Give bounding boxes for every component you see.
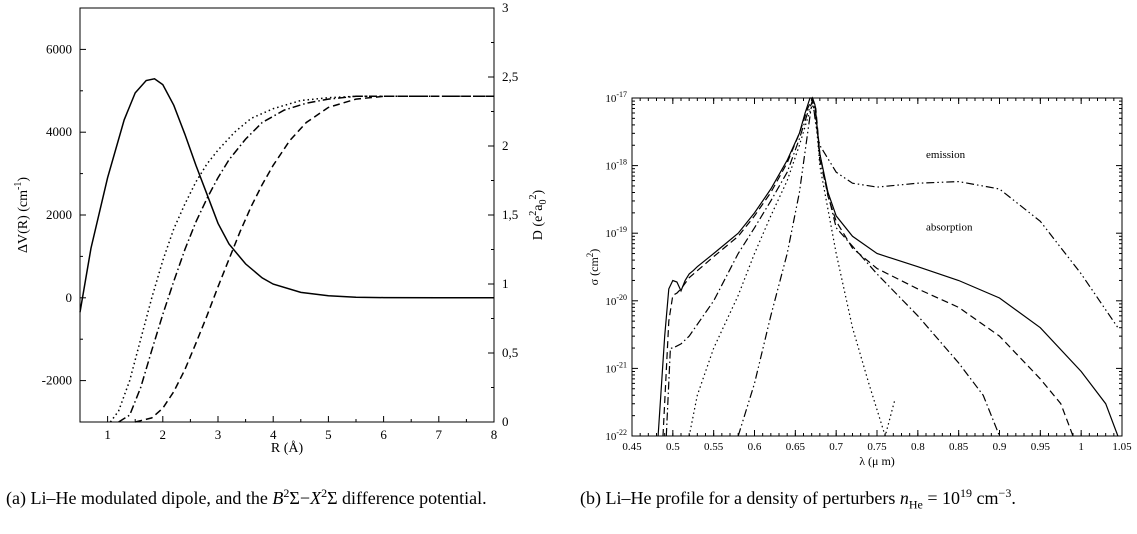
b-x-tick-label: 0.65	[786, 441, 806, 453]
b-annotation-absorption: absorption	[926, 221, 973, 233]
b-y-tick-label: 10-21	[605, 360, 627, 375]
b-series-dotted-line	[688, 102, 896, 439]
a-y2-tick-label: 1	[502, 276, 509, 291]
b-x-tick-label: 0.7	[829, 441, 843, 453]
panel-b-y-label: σ (cm2)	[585, 249, 601, 286]
b-x-tick-label: 1	[1078, 441, 1084, 453]
b-x-tick-label: 0.85	[949, 441, 969, 453]
b-annotation-emission: emission	[926, 149, 966, 161]
b-series-solid-line	[657, 97, 1119, 437]
a-series-dashed-line	[135, 95, 494, 423]
a-y2-tick-label: 2,5	[502, 69, 518, 84]
a-y2-tick-label: 0	[502, 414, 509, 429]
panel-a-y2-label: D (e2a02)	[528, 189, 549, 240]
panel-a-x-ticks: 1 2 3 4 5 6 7 8	[79, 416, 498, 442]
b-x-tick-label: 0.45	[622, 441, 642, 453]
a-x-tick-label: 7	[436, 427, 443, 442]
panel-a-x-label: R (Å)	[271, 440, 304, 456]
a-x-tick-label: 1	[104, 427, 111, 442]
panel-b-chart: 0.45 0.5 0.55 0.6 0.65 0.7 0.75 0.8 0.85 0.9 0.95 1…	[585, 90, 1132, 468]
a-x-tick-label: 3	[215, 427, 222, 442]
b-x-tick-label: 1.05	[1112, 441, 1132, 453]
b-y-tick-label: 10-17	[605, 90, 627, 105]
a-x-tick-label: 2	[160, 427, 167, 442]
panel-b-x-label: λ (μ m)	[859, 454, 895, 468]
a-series-solid-line	[79, 78, 494, 313]
panel-a-y2-ticks: 0 0,5 1 1,5 2 2,5 3	[488, 0, 518, 429]
a-y2-tick-label: 2	[502, 138, 509, 153]
a-series-dashdot-line	[118, 95, 494, 423]
caption-b: (b) Li–He profile for a density of pertu…	[580, 486, 1016, 512]
a-series-dotted-line	[109, 95, 494, 423]
b-x-tick-label: 0.9	[993, 441, 1007, 453]
panel-a-series	[79, 78, 494, 423]
b-series-dashed-line	[662, 96, 1074, 437]
a-y2-tick-label: 0,5	[502, 345, 518, 360]
b-x-tick-label: 0.55	[704, 441, 724, 453]
panel-a-frame	[79, 7, 495, 423]
panel-b-annotations: emission absorption	[926, 149, 973, 234]
b-x-tick-label: 0.6	[748, 441, 762, 453]
a-y-tick-label: 2000	[46, 207, 72, 222]
panel-b-series	[657, 96, 1119, 439]
a-y-tick-label: -2000	[42, 373, 72, 388]
b-y-tick-label: 10-19	[605, 225, 627, 240]
a-y2-tick-label: 1,5	[502, 207, 518, 222]
b-x-tick-label: 0.75	[867, 441, 887, 453]
a-x-tick-label: 5	[325, 427, 332, 442]
b-x-tick-label: 0.8	[911, 441, 925, 453]
panel-a-chart: 1 2 3 4 5 6 7 8 -2000 0 2000 4000 6000 0 0,5 1 1,5 2 2,5…	[13, 0, 549, 456]
b-series-dashdot-line	[665, 99, 1001, 437]
a-x-tick-label: 4	[270, 427, 277, 442]
a-y-tick-label: 4000	[46, 124, 72, 139]
figure: 1 2 3 4 5 6 7 8 -2000 0 2000 4000 6000 0 0,5 1 1,5 2 2,5…	[13, 0, 1132, 468]
panel-b-y-ticks: 10-22 10-21 10-20 10-19 10-18 10-17	[605, 90, 1122, 443]
a-x-tick-label: 6	[380, 427, 387, 442]
a-y-tick-label: 0	[66, 290, 73, 305]
b-y-tick-label: 10-18	[605, 158, 627, 173]
panel-a-y-label: ΔV(R) (cm-1)	[13, 177, 31, 253]
b-x-tick-label: 0.95	[1031, 441, 1051, 453]
b-y-tick-label: 10-20	[605, 293, 627, 308]
caption-a: (a) Li–He modulated dipole, and the B2Σ−…	[6, 486, 487, 508]
a-x-tick-label: 8	[491, 427, 498, 442]
panel-b-x-ticks: 0.45 0.5 0.55 0.6 0.65 0.7 0.75 0.8 0.85 0.9 0.95 1…	[622, 98, 1132, 453]
b-series-dashdotdot-line	[737, 97, 1119, 437]
a-y-tick-label: 6000	[46, 41, 72, 56]
b-y-tick-label: 10-22	[605, 428, 627, 443]
panel-a-y-ticks: -2000 0 2000 4000 6000	[42, 7, 86, 423]
a-y2-tick-label: 3	[502, 0, 509, 15]
b-x-tick-label: 0.5	[666, 441, 680, 453]
panel-b-frame	[631, 97, 1123, 437]
